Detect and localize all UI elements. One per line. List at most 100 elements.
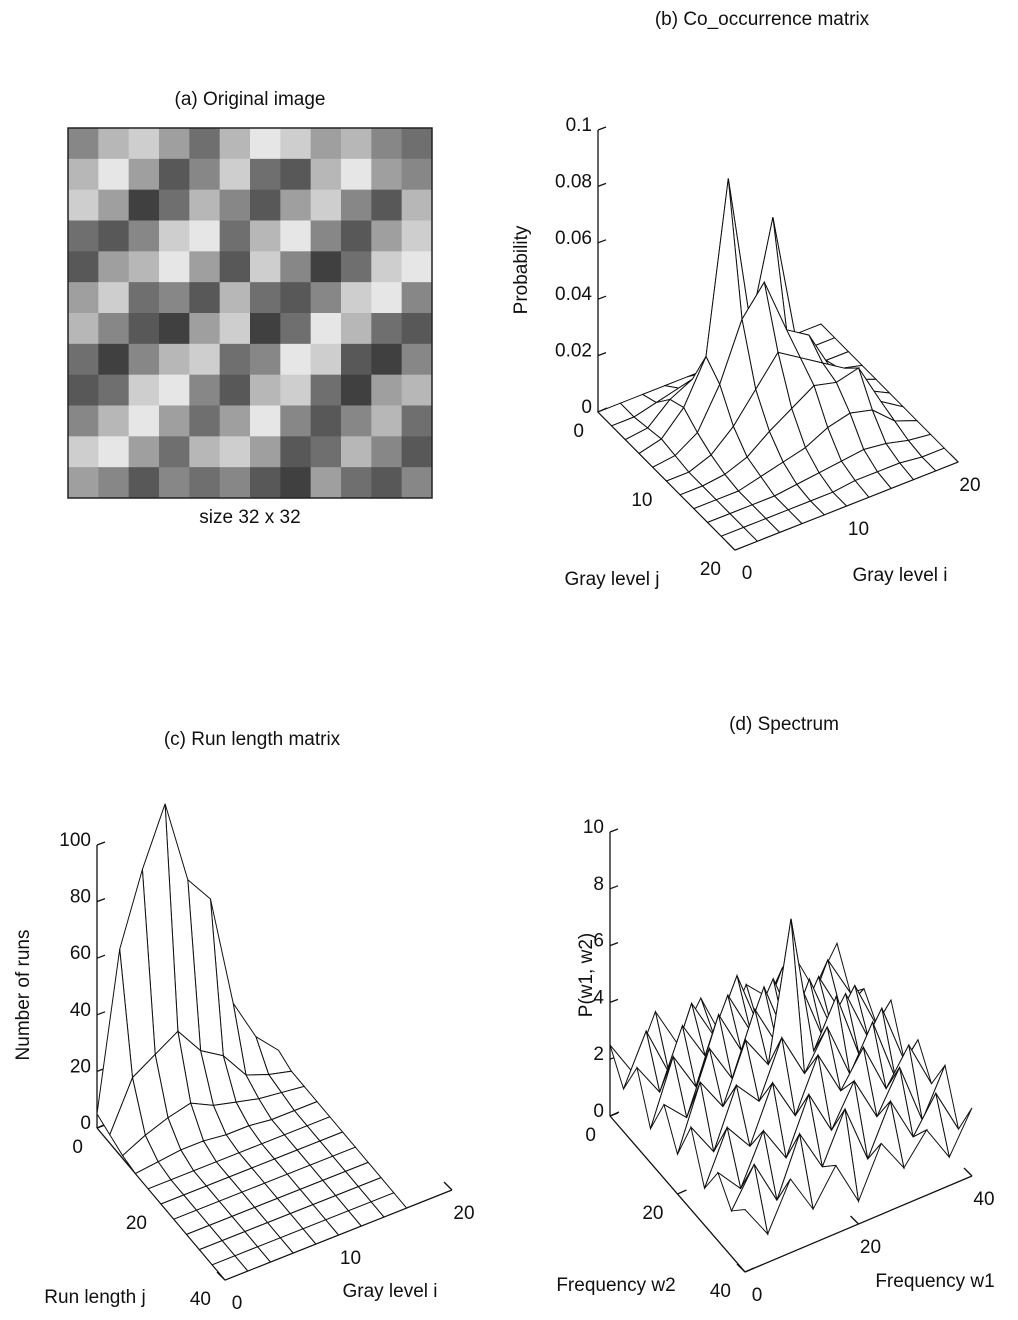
pixel bbox=[98, 343, 130, 376]
y-label: Run length j bbox=[44, 1287, 145, 1308]
panel-title: (b) Co_occurrence matrix bbox=[655, 9, 870, 30]
pixel bbox=[371, 374, 403, 406]
pixel bbox=[371, 467, 403, 499]
z-label: Probability bbox=[511, 225, 532, 314]
pixel bbox=[341, 189, 372, 221]
pixel bbox=[371, 158, 403, 191]
z-tick bbox=[597, 351, 607, 357]
x-tick bbox=[963, 1167, 973, 1177]
z-tick bbox=[96, 841, 106, 846]
pixel bbox=[250, 251, 281, 283]
pixel bbox=[219, 436, 251, 468]
pixel bbox=[68, 467, 99, 499]
y-tick-label: 40 bbox=[190, 1289, 211, 1310]
pixel bbox=[128, 343, 160, 376]
z-tick-label: 0.08 bbox=[555, 171, 592, 192]
pixel bbox=[310, 282, 342, 314]
y-tick-label: 0 bbox=[585, 1125, 596, 1146]
x-tick-label: 0 bbox=[742, 563, 753, 584]
pixel bbox=[159, 405, 190, 437]
pixel bbox=[98, 313, 130, 345]
pixel bbox=[401, 128, 433, 160]
pixel bbox=[341, 405, 372, 437]
pixel bbox=[68, 251, 99, 283]
pixel bbox=[280, 405, 312, 437]
pixel bbox=[341, 343, 372, 376]
z-tick-label: 0 bbox=[581, 397, 592, 418]
z-tick-label: 10 bbox=[583, 817, 604, 838]
pixel bbox=[341, 251, 372, 283]
pixel bbox=[128, 128, 160, 160]
y-tick-label: 20 bbox=[642, 1203, 663, 1224]
pixel bbox=[280, 282, 312, 314]
pixel bbox=[159, 251, 190, 283]
pixel bbox=[159, 467, 190, 499]
pixel bbox=[98, 220, 130, 252]
pixel bbox=[280, 313, 312, 345]
pixel bbox=[310, 343, 342, 376]
z-tick-label: 20 bbox=[70, 1056, 91, 1077]
pixel bbox=[310, 374, 342, 406]
pixel bbox=[219, 282, 251, 314]
pixel bbox=[280, 374, 312, 406]
pixel bbox=[371, 405, 403, 437]
pixel bbox=[250, 282, 281, 314]
pixel bbox=[98, 405, 130, 437]
image-frame bbox=[67, 127, 433, 499]
pixel bbox=[371, 128, 403, 160]
pixel bbox=[280, 436, 312, 468]
pixel bbox=[341, 467, 372, 499]
z-tick bbox=[597, 126, 607, 131]
pixel bbox=[219, 128, 251, 160]
pixel bbox=[128, 374, 160, 406]
pixel bbox=[98, 374, 130, 406]
z-tick-label: 0.1 bbox=[566, 115, 592, 136]
pixel bbox=[189, 436, 221, 468]
pixel bbox=[401, 374, 433, 406]
z-tick bbox=[597, 182, 607, 188]
pixel bbox=[68, 313, 99, 345]
pixel bbox=[98, 282, 130, 314]
pixel bbox=[128, 158, 160, 191]
z-tick-label: 40 bbox=[70, 1000, 91, 1021]
pixel bbox=[189, 158, 221, 191]
pixel bbox=[68, 405, 99, 437]
pixel bbox=[68, 158, 99, 191]
y-label: Gray level j bbox=[564, 569, 659, 590]
z-tick-label: 60 bbox=[70, 943, 91, 964]
pixel bbox=[280, 158, 312, 191]
pixel bbox=[401, 467, 433, 499]
z-tick-label: 0 bbox=[593, 1101, 604, 1122]
pixel bbox=[280, 189, 312, 221]
pixel bbox=[371, 313, 403, 345]
surface-patch bbox=[730, 1162, 769, 1236]
pixel bbox=[219, 313, 251, 345]
z-tick-label: 2 bbox=[593, 1044, 604, 1065]
pixel bbox=[280, 128, 312, 160]
pixel bbox=[219, 343, 251, 376]
y-tick-label: 20 bbox=[126, 1213, 147, 1234]
x-tick-label: 20 bbox=[453, 1203, 474, 1224]
pixel bbox=[189, 251, 221, 283]
pixel bbox=[98, 158, 130, 191]
pixel bbox=[128, 436, 160, 468]
pixel bbox=[250, 343, 281, 376]
pixel bbox=[341, 158, 372, 191]
pixel bbox=[128, 189, 160, 221]
z-tick-label: 4 bbox=[593, 987, 604, 1008]
z-tick bbox=[597, 239, 607, 244]
x-tick bbox=[850, 1215, 859, 1225]
y-tick-label: 40 bbox=[710, 1281, 731, 1302]
z-tick-label: 0.06 bbox=[555, 228, 592, 249]
pixel bbox=[128, 405, 160, 437]
pixel bbox=[310, 313, 342, 345]
pixel bbox=[68, 128, 99, 160]
pixel bbox=[401, 158, 433, 191]
z-tick bbox=[609, 828, 619, 833]
y-label: Frequency w2 bbox=[556, 1275, 675, 1296]
pixel bbox=[310, 251, 342, 283]
pixel bbox=[401, 251, 433, 283]
pixel bbox=[401, 436, 433, 468]
pixel bbox=[219, 405, 251, 437]
